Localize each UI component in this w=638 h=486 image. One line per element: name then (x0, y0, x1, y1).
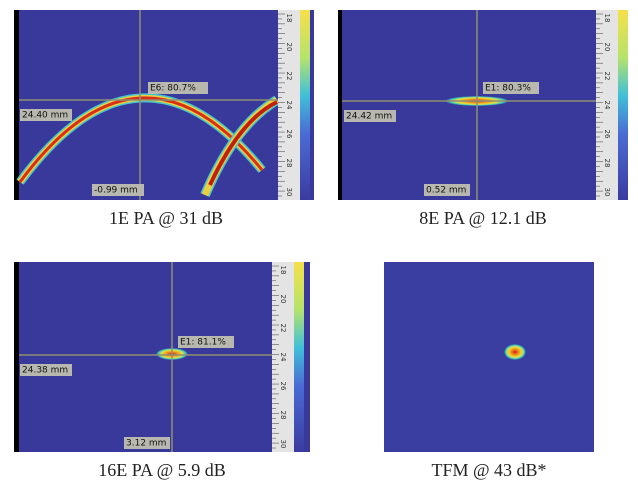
ruler-label: 30 (285, 188, 293, 197)
depth-label: 24.42 mm (346, 112, 392, 122)
ruler-label: 20 (285, 43, 293, 52)
ruler-bg (278, 10, 300, 200)
ruler: 18 20 22 24 26 28 30 (596, 10, 628, 200)
panel: TFM @ 43 dB* (384, 262, 594, 480)
ruler-label: 28 (603, 159, 611, 168)
ruler: 18 20 22 24 26 28 30 (272, 262, 304, 452)
depth-label: 24.38 mm (22, 366, 68, 376)
ruler: 18 20 22 24 26 28 30 (278, 10, 310, 200)
ruler-label: 24 (285, 101, 293, 110)
ruler-label: 22 (285, 72, 293, 81)
ruler-label: 20 (279, 295, 287, 304)
color-bar (618, 10, 628, 200)
ruler-label: 28 (279, 411, 287, 420)
ruler-bg (596, 10, 618, 200)
panel: E1: 80.3% 24.42 mm 0.52 mm 18 20 22 24 26 28 3… (338, 10, 628, 228)
caption: 1E PA @ 31 dB (109, 208, 223, 228)
panel: E1: 81.1% 24.38 mm 3.12 mm 18 20 22 24 26 28 3… (14, 262, 310, 480)
color-bar (294, 262, 304, 452)
ruler-label: 26 (603, 130, 611, 139)
ruler-label: 22 (279, 324, 287, 333)
panel: E6: 80.7% 24.40 mm -0.99 mm 18 20 22 24 26 28… (14, 10, 314, 228)
ruler-label: 24 (279, 353, 287, 362)
offset-label: 0.52 mm (426, 186, 466, 196)
depth-label: 24.40 mm (22, 111, 68, 121)
peak-label: E1: 80.3% (485, 84, 531, 94)
caption: 8E PA @ 12.1 dB (419, 208, 546, 228)
ruler-label: 20 (603, 43, 611, 52)
peak-label: E6: 80.7% (150, 84, 196, 94)
peak-label: E1: 81.1% (180, 338, 226, 348)
caption: 16E PA @ 5.9 dB (98, 460, 225, 480)
ruler-label: 30 (279, 440, 287, 449)
offset-label: -0.99 mm (94, 186, 138, 196)
ruler-bg (272, 262, 294, 452)
offset-label: 3.12 mm (126, 439, 166, 449)
ruler-label: 18 (603, 14, 611, 23)
ruler-label: 22 (603, 72, 611, 81)
ruler-label: 26 (285, 130, 293, 139)
ruler-label: 28 (285, 159, 293, 168)
color-bar (300, 10, 310, 200)
ruler-label: 24 (603, 101, 611, 110)
ruler-label: 26 (279, 382, 287, 391)
caption: TFM @ 43 dB* (431, 460, 546, 480)
ruler-label: 18 (279, 266, 287, 275)
ruler-label: 30 (603, 188, 611, 197)
ruler-label: 18 (285, 14, 293, 23)
